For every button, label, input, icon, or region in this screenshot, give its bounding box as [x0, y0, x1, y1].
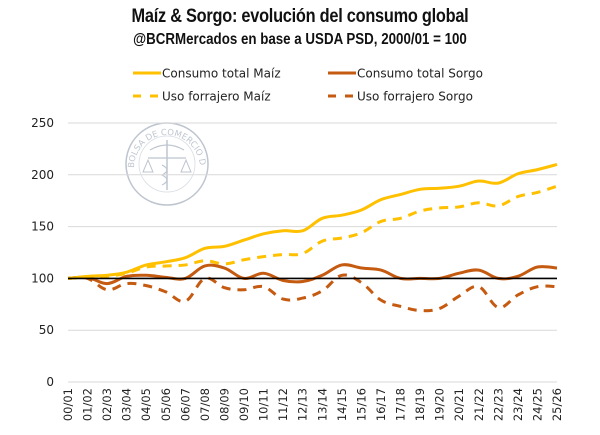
chart-title: Maíz & Sorgo: evolución del consumo glob…	[131, 6, 469, 27]
series-line-uso-forrajero-maiz	[67, 184, 558, 280]
x-tick-label: 12/13	[296, 388, 310, 421]
x-tick-label: 20/21	[452, 388, 466, 421]
x-tick-label: 00/01	[61, 388, 75, 421]
x-tick-label: 04/05	[139, 388, 153, 421]
x-tick-label: 02/03	[100, 388, 114, 421]
x-tick-label: 17/18	[394, 388, 408, 421]
y-tick-label: 150	[31, 220, 54, 234]
x-tick-label: 25/26	[550, 388, 564, 421]
series-line-uso-forrajero-sorgo	[67, 273, 558, 313]
y-tick-label: 50	[39, 323, 54, 337]
x-tick-label: 22/23	[491, 388, 505, 421]
x-tick-label: 06/07	[178, 388, 192, 421]
x-tick-label: 16/17	[374, 388, 388, 421]
x-tick-label: 03/04	[120, 388, 134, 421]
y-tick-label: 0	[46, 375, 54, 389]
chart-subtitle: @BCRMercados en base a USDA PSD, 2000/01…	[133, 31, 467, 48]
x-tick-label: 13/14	[315, 388, 329, 421]
legend-label-consumo-total-maiz: Consumo total Maíz	[162, 67, 281, 81]
x-tick-label: 09/10	[237, 388, 251, 421]
y-tick-label: 250	[31, 116, 54, 130]
x-tick-label: 01/02	[81, 388, 95, 421]
x-tick-label: 21/22	[472, 388, 486, 421]
legend-label-consumo-total-sorgo: Consumo total Sorgo	[357, 67, 483, 81]
svg-text:BOLSA DE COMERCIO DE ROSARIO: BOLSA DE COMERCIO DE ROSARIO	[0, 0, 207, 168]
x-tick-label: 18/19	[413, 388, 427, 421]
x-tick-label: 05/06	[159, 388, 173, 421]
x-tick-label: 08/09	[217, 388, 231, 421]
y-tick-label: 100	[31, 271, 54, 285]
x-tick-label: 11/12	[276, 388, 290, 421]
watermark-text: BOLSA DE COMERCIO DE ROSARIO	[0, 0, 207, 168]
legend-label-uso-forrajero-sorgo: Uso forrajero Sorgo	[357, 90, 473, 104]
series-line-consumo-total-maiz	[67, 162, 558, 280]
x-tick-label: 19/20	[433, 388, 447, 421]
legend-label-uso-forrajero-maiz: Uso forrajero Maíz	[162, 90, 271, 104]
y-tick-label: 200	[31, 168, 54, 182]
x-tick-label: 24/25	[530, 388, 544, 421]
x-tick-label: 15/16	[354, 388, 368, 421]
x-tick-label: 14/15	[335, 388, 349, 421]
x-tick-label: 23/24	[511, 388, 525, 421]
x-tick-label: 10/11	[257, 388, 271, 421]
x-tick-label: 07/08	[198, 388, 212, 421]
